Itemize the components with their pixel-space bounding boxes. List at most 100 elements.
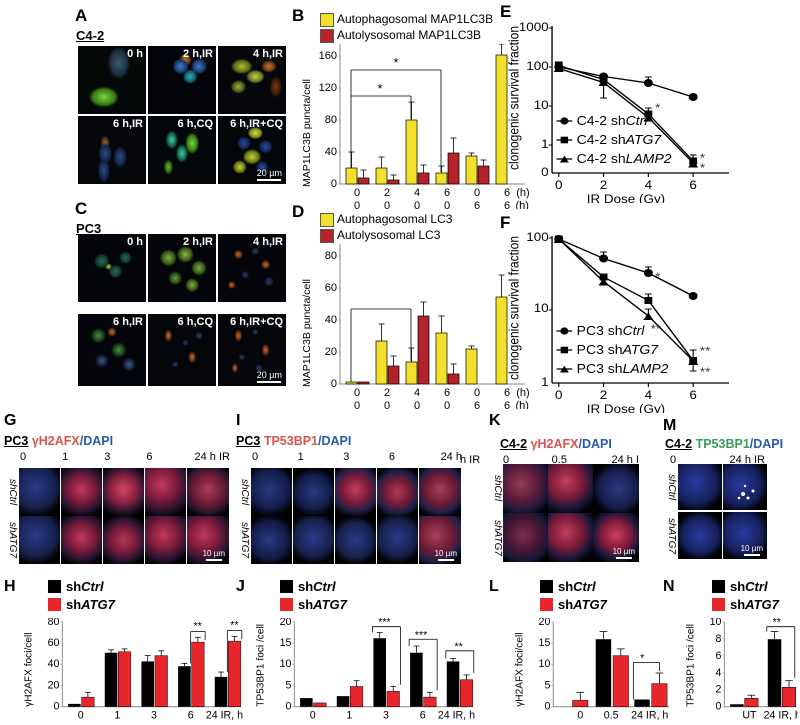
svg-text:20: 20 — [48, 679, 60, 691]
svg-text:0: 0 — [577, 709, 583, 721]
svg-text:0: 0 — [384, 200, 390, 209]
svg-text:0: 0 — [354, 187, 360, 199]
svg-text:UT: UT — [742, 709, 757, 721]
svg-text:80: 80 — [48, 618, 60, 628]
svg-text:5: 5 — [544, 679, 550, 691]
svg-text:6: 6 — [420, 709, 426, 721]
svg-text:10: 10 — [710, 618, 722, 628]
svg-text:40: 40 — [325, 146, 337, 158]
svg-text:*: * — [700, 161, 705, 175]
svg-text:6: 6 — [689, 178, 696, 192]
svg-text:1: 1 — [346, 709, 352, 721]
svg-text:80: 80 — [325, 114, 337, 126]
svg-text:0: 0 — [354, 387, 360, 399]
svg-text:3: 3 — [151, 709, 157, 721]
svg-text:10: 10 — [539, 658, 551, 670]
svg-text:1000: 1000 — [519, 20, 549, 34]
svg-text:20: 20 — [539, 618, 551, 628]
svg-text:PC3 shCtrl: PC3 shCtrl — [577, 324, 646, 338]
svg-text:0.5: 0.5 — [604, 709, 619, 721]
svg-text:60: 60 — [48, 637, 60, 649]
svg-text:4: 4 — [414, 387, 420, 399]
svg-text:6: 6 — [444, 187, 450, 199]
svg-text:0: 0 — [444, 200, 450, 209]
svg-text:clonogenic survival fraction: clonogenic survival fraction — [506, 236, 522, 380]
svg-text:60: 60 — [325, 282, 337, 294]
svg-text:2: 2 — [384, 187, 390, 199]
svg-text:PC3 shATG7: PC3 shATG7 — [577, 343, 659, 357]
svg-text:0: 0 — [78, 709, 84, 721]
svg-text:3: 3 — [383, 709, 389, 721]
svg-text:6: 6 — [188, 709, 194, 721]
svg-text:*: * — [640, 652, 644, 664]
svg-text:0: 0 — [354, 400, 360, 409]
svg-text:IR Dose (Gy): IR Dose (Gy) — [587, 402, 665, 413]
svg-text:0: 0 — [54, 701, 60, 713]
svg-text:80: 80 — [325, 250, 337, 262]
svg-text:0: 0 — [474, 187, 480, 199]
svg-text:1: 1 — [541, 137, 548, 151]
svg-text:20: 20 — [280, 618, 292, 628]
svg-text:γH2AFX foci/cell: γH2AFX foci/cell — [514, 632, 525, 706]
svg-text:**: ** — [700, 344, 711, 358]
svg-text:0: 0 — [414, 400, 420, 409]
svg-text:PC3 shLAMP2: PC3 shLAMP2 — [577, 362, 669, 376]
svg-text:10: 10 — [534, 301, 549, 315]
svg-text:4: 4 — [645, 388, 652, 402]
svg-text:TP53BP1 foci /cell: TP53BP1 foci /cell — [255, 624, 266, 707]
svg-text:C4-2 shLAMP2: C4-2 shLAMP2 — [577, 152, 673, 166]
svg-text:2: 2 — [600, 388, 607, 402]
svg-text:100: 100 — [526, 230, 548, 244]
svg-text:4: 4 — [716, 667, 722, 679]
svg-text:1: 1 — [114, 709, 120, 721]
svg-text:6: 6 — [444, 387, 450, 399]
svg-text:160: 160 — [319, 50, 337, 62]
svg-text:*: * — [377, 81, 382, 96]
svg-text:0: 0 — [331, 178, 337, 190]
svg-text:20: 20 — [325, 346, 337, 358]
svg-text:1: 1 — [541, 375, 548, 389]
svg-text:MAP1LC3B puncta/cell: MAP1LC3B puncta/cell — [301, 279, 313, 387]
svg-text:0: 0 — [555, 388, 562, 402]
svg-text:**: ** — [651, 322, 662, 336]
svg-text:2: 2 — [716, 684, 722, 696]
svg-text:24 IR, h: 24 IR, h — [631, 709, 668, 721]
svg-text:0: 0 — [555, 178, 562, 192]
svg-text:0: 0 — [286, 701, 292, 713]
svg-text:***: *** — [378, 618, 390, 629]
svg-text:IR Dose (Gy): IR Dose (Gy) — [587, 192, 665, 203]
svg-text:24 IR, h: 24 IR, h — [764, 709, 798, 721]
svg-text:0: 0 — [310, 709, 316, 721]
svg-text:0: 0 — [384, 400, 390, 409]
svg-text:2: 2 — [384, 387, 390, 399]
svg-text:**: ** — [773, 618, 781, 629]
svg-text:6: 6 — [474, 200, 480, 209]
svg-text:0: 0 — [541, 165, 548, 179]
svg-text:C4-2 shATG7: C4-2 shATG7 — [577, 133, 662, 147]
svg-text:24 IR, h: 24 IR, h — [438, 709, 475, 721]
svg-text:***: *** — [415, 629, 427, 641]
svg-text:C4-2 shCtrl: C4-2 shCtrl — [577, 114, 649, 128]
svg-text:TP53BP1 foci /cell: TP53BP1 foci /cell — [685, 624, 696, 707]
svg-text:6: 6 — [689, 388, 696, 402]
svg-text:4: 4 — [645, 178, 652, 192]
svg-text:15: 15 — [539, 637, 551, 649]
svg-text:15: 15 — [280, 637, 292, 649]
svg-text:10: 10 — [280, 658, 292, 670]
svg-text:0: 0 — [474, 387, 480, 399]
svg-text:8: 8 — [716, 633, 722, 645]
svg-text:MAP1LC3B puncta/cell: MAP1LC3B puncta/cell — [301, 79, 313, 187]
svg-text:**: ** — [194, 621, 202, 633]
svg-text:10: 10 — [534, 98, 549, 112]
svg-text:*: * — [655, 101, 660, 115]
svg-text:*: * — [393, 55, 398, 70]
svg-text:0: 0 — [544, 701, 550, 713]
svg-text:γH2AFX foci/cell: γH2AFX foci/cell — [23, 632, 34, 706]
svg-text:2: 2 — [600, 178, 607, 192]
svg-text:0: 0 — [414, 200, 420, 209]
svg-text:4: 4 — [414, 187, 420, 199]
svg-text:5: 5 — [286, 679, 292, 691]
svg-text:40: 40 — [325, 314, 337, 326]
svg-text:6: 6 — [716, 650, 722, 662]
svg-text:clonogenic survival fraction: clonogenic survival fraction — [506, 26, 522, 170]
